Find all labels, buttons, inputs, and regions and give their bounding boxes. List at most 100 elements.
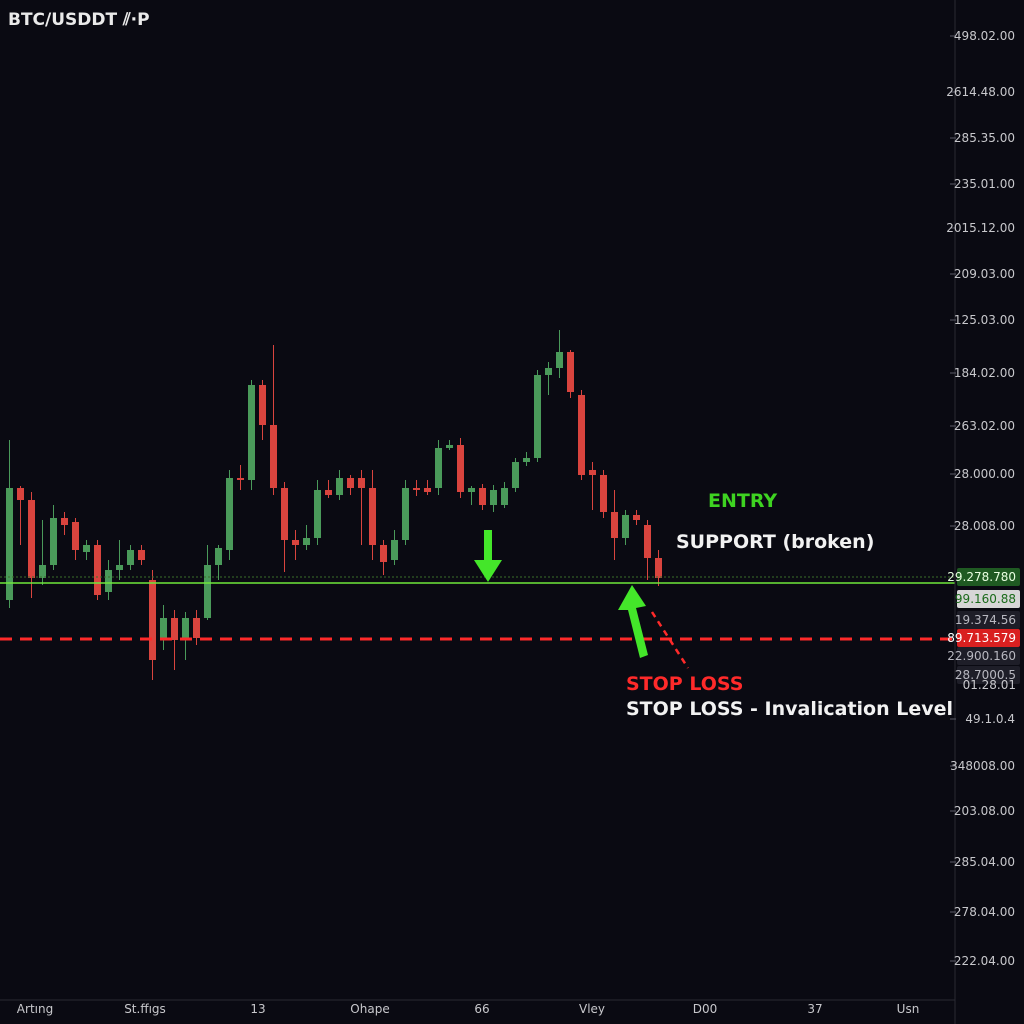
entry-label: ENTRY (708, 490, 777, 512)
candle-body (39, 565, 46, 578)
candle-body (325, 490, 332, 495)
time-tick-label: 37 (807, 1002, 822, 1016)
time-axis[interactable]: Artıng St.ffıgs 13 Ohape 66 Vley D00 37 Usn (17, 1002, 920, 1016)
candle-body (182, 618, 189, 640)
time-tick-label: 13 (250, 1002, 265, 1016)
arrows-layer (474, 530, 690, 669)
candle-body (127, 550, 134, 565)
price-tick-label: 498.02.00 (954, 29, 1015, 43)
candle-body (611, 512, 618, 538)
stop-loss-detail-label: STOP LOSS - Invalication Level (626, 698, 953, 720)
candle-body (490, 490, 497, 505)
time-tick-label: St.ffıgs (124, 1002, 166, 1016)
candle-body (501, 488, 508, 505)
candle-body (314, 490, 321, 538)
price-tag-label: 99.160.88 (955, 592, 1016, 606)
candle-body (435, 448, 442, 488)
candle-body (105, 570, 112, 592)
support-up-arrow-icon (618, 585, 648, 658)
candle-body (523, 458, 530, 462)
time-tick-label: D00 (693, 1002, 718, 1016)
symbol-title[interactable]: BTC/USDDT ⫽·P (8, 10, 150, 30)
candle-body (6, 488, 13, 600)
candle-body (644, 525, 651, 558)
price-tick-label: 28.000.00 (954, 467, 1015, 481)
price-tick-label: 209.03.00 (954, 267, 1015, 281)
price-tick-label: 2015.12.00 (946, 221, 1015, 235)
candle-body (215, 548, 222, 565)
candle-body (534, 375, 541, 458)
candle-body (259, 385, 266, 425)
price-tag-bg (957, 647, 1020, 665)
candle-body (468, 488, 475, 492)
candle-body (380, 545, 387, 562)
stop-loss-label: STOP LOSS (626, 673, 743, 695)
candle-body (578, 395, 585, 475)
candle-body (424, 488, 431, 492)
candle-body (171, 618, 178, 640)
price-tag-label: 29.278.780 (947, 570, 1016, 584)
candle-body (160, 618, 167, 640)
candle-body (347, 478, 354, 488)
price-tag-label: 89.713.579 (947, 631, 1016, 645)
candle-body (358, 478, 365, 488)
price-tick-label: 222.04.00 (954, 954, 1015, 968)
price-tag-label: 19.374.56 (955, 613, 1016, 627)
candle-body (28, 500, 35, 578)
candle-body (391, 540, 398, 560)
price-tag-bg (957, 629, 1020, 647)
candle-body (17, 488, 24, 500)
time-tick-label: Vley (579, 1002, 605, 1016)
price-tick-label: 285.04.00 (954, 855, 1015, 869)
candle-body (446, 445, 453, 448)
candle-body (204, 565, 211, 618)
candle-body (292, 540, 299, 545)
entry-down-arrow-icon (474, 530, 502, 582)
price-tag-bg (957, 666, 1020, 684)
price-tick-label: 263.02.00 (954, 419, 1015, 433)
price-tick-label: 278.04.00 (954, 905, 1015, 919)
candle-body (72, 522, 79, 550)
price-tick-label: 2614.48.00 (946, 85, 1015, 99)
candle-body (303, 538, 310, 545)
price-tag-bg (957, 590, 1020, 608)
candle-body (61, 518, 68, 525)
price-tag-bg (957, 568, 1020, 586)
candle-body (600, 475, 607, 512)
price-tag-bg (957, 611, 1020, 629)
candle-body (457, 445, 464, 492)
price-tick-label: 49.1.0.4 (965, 712, 1015, 726)
candle-body (94, 545, 101, 595)
price-tag-label: 01.28.01 (963, 678, 1016, 692)
levels-layer (0, 576, 955, 641)
candle-body (479, 488, 486, 505)
candle-body (556, 352, 563, 368)
price-tick-label: 184.02.00 (954, 366, 1015, 380)
price-tick-label: 125.03.00 (954, 313, 1015, 327)
candle-body (369, 488, 376, 545)
price-tick-label: 235.01.00 (954, 177, 1015, 191)
candle-body (402, 488, 409, 540)
time-tick-label: Artıng (17, 1002, 53, 1016)
candle-body (270, 425, 277, 488)
candle-body (138, 550, 145, 560)
candle-body (237, 478, 244, 480)
candle-body (622, 515, 629, 538)
price-tick-label: 285.35.00 (954, 131, 1015, 145)
candle-body (336, 478, 343, 495)
candle-body (193, 618, 200, 638)
price-tick-label: 28.008.00 (954, 519, 1015, 533)
price-tags: 29.278.780 99.160.88 19.374.56 89.713.579 22… (947, 568, 1020, 692)
candle-body (633, 515, 640, 520)
candle-body (149, 580, 156, 660)
stop-loss-pointer-line (650, 611, 690, 669)
price-axis[interactable]: 498.02.00 2614.48.00 285.35.00 235.01.00 201… (946, 29, 1015, 968)
support-label: SUPPORT (broken) (676, 531, 874, 553)
candle-body (281, 488, 288, 540)
price-tick-label: 203.08.00 (954, 804, 1015, 818)
candle-body (50, 518, 57, 565)
candle-body (589, 470, 596, 475)
candle-body (248, 385, 255, 480)
